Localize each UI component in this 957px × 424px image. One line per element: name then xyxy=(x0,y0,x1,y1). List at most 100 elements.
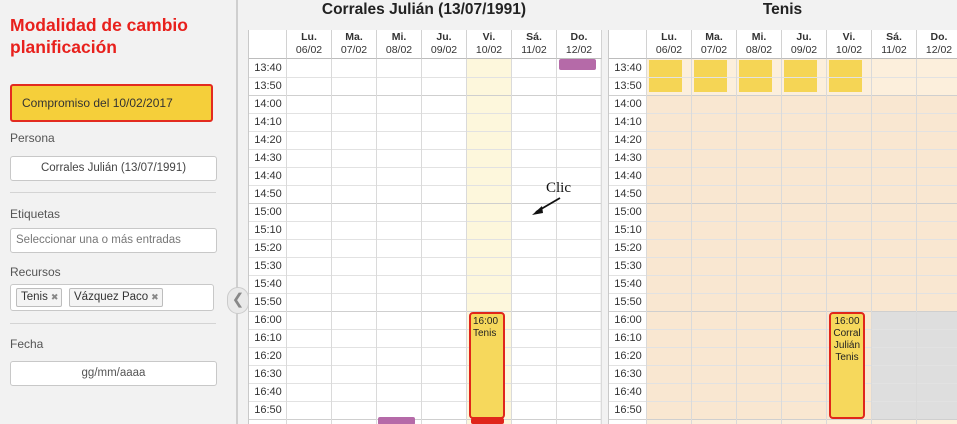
time-label: 13:40 xyxy=(254,62,282,74)
recursos-label: Recursos xyxy=(10,265,61,279)
panel-separator xyxy=(236,0,238,424)
day-date: 10/02 xyxy=(475,44,503,56)
day-date: 06/02 xyxy=(655,44,683,56)
day-header: Sá. 11/02 xyxy=(512,30,557,59)
annotation-text: Clic xyxy=(546,180,571,196)
booked-slot[interactable] xyxy=(694,60,727,92)
day-of-week: Ma. xyxy=(345,31,363,43)
event-block[interactable] xyxy=(378,417,415,424)
time-label: 13:40 xyxy=(614,62,642,74)
row-line xyxy=(609,365,957,366)
booked-slot[interactable] xyxy=(739,60,772,92)
day-header: Sá. 11/02 xyxy=(872,30,917,59)
day-date: 11/02 xyxy=(521,44,547,56)
day-header: Ma. 07/02 xyxy=(692,30,737,59)
calendar-grid[interactable]: Lu. 06/02 Ma. 07/02 Mi. 08/02 Ju. 09/02 Vi. 10/02… xyxy=(608,30,957,424)
calendar-grid[interactable]: Lu. 06/02 Ma. 07/02 Mi. 08/02 Ju. 09/02 Vi. 10/02… xyxy=(248,30,602,424)
day-of-week: Lu. xyxy=(661,31,677,43)
column-line xyxy=(556,59,557,424)
day-of-week: Sá. xyxy=(526,31,542,43)
day-header: Do. 12/02 xyxy=(917,30,957,59)
row-line xyxy=(249,149,602,150)
time-label: 14:10 xyxy=(254,116,282,128)
booked-slot[interactable] xyxy=(649,60,682,92)
event-text: Tenis xyxy=(835,352,859,363)
time-label: 16:20 xyxy=(254,350,282,362)
column-line xyxy=(331,59,332,424)
row-line xyxy=(249,401,602,402)
column-line xyxy=(781,59,782,424)
time-label: 14:40 xyxy=(254,170,282,182)
day-date: 08/02 xyxy=(385,44,413,56)
calendar-title: Tenis xyxy=(762,1,803,18)
event-text: Corral xyxy=(833,328,861,339)
column-line xyxy=(871,59,872,424)
time-label: 14:30 xyxy=(254,152,282,164)
time-label: 16:20 xyxy=(614,350,642,362)
remove-tag-icon[interactable]: ✖ xyxy=(50,292,59,302)
time-label: 16:10 xyxy=(254,332,282,344)
day-of-week: Mi. xyxy=(391,31,407,43)
fecha-input[interactable]: gg/mm/aaaa xyxy=(10,361,217,386)
day-of-week: Vi. xyxy=(482,31,496,43)
row-line xyxy=(249,95,602,96)
time-label: 16:00 xyxy=(254,314,282,326)
panel-title: Modalidad de cambio planificación xyxy=(10,15,188,57)
time-label: 14:00 xyxy=(254,98,282,110)
time-header xyxy=(609,30,647,59)
row-line xyxy=(249,131,602,132)
row-line xyxy=(609,329,957,330)
day-header: Ju. 09/02 xyxy=(422,30,467,59)
row-line xyxy=(609,203,957,204)
column-line xyxy=(646,59,647,424)
row-line xyxy=(609,347,957,348)
commitment-card[interactable]: Compromiso del 10/02/2017 xyxy=(10,84,213,122)
booked-slot[interactable] xyxy=(829,60,862,92)
column-line xyxy=(511,59,512,424)
tenis-event[interactable]: 16:00 Corral Julián Tenis xyxy=(829,312,865,419)
day-date: 08/02 xyxy=(745,44,773,56)
row-line xyxy=(249,203,602,204)
time-label: 14:30 xyxy=(614,152,642,164)
calendar-title: Corrales Julián (13/07/1991) xyxy=(321,1,527,18)
time-label: 15:40 xyxy=(614,278,642,290)
etiquetas-input[interactable]: Seleccionar una o más entradas xyxy=(10,228,217,253)
day-header: Mi. 08/02 xyxy=(377,30,422,59)
resource-tag: Vázquez Paco ✖ xyxy=(69,288,163,307)
day-of-week: Ma. xyxy=(705,31,723,43)
time-label: 15:20 xyxy=(614,242,642,254)
row-line xyxy=(609,167,957,168)
persona-field[interactable]: Corrales Julián (13/07/1991) xyxy=(10,156,217,181)
time-header xyxy=(249,30,287,59)
column-line xyxy=(916,59,917,424)
persona-label: Persona xyxy=(10,131,55,145)
row-line xyxy=(609,239,957,240)
row-line xyxy=(249,77,602,78)
event-block[interactable] xyxy=(471,418,504,424)
day-header: Ju. 09/02 xyxy=(782,30,827,59)
event-text: 16:00 xyxy=(834,316,860,327)
row-line xyxy=(249,419,602,420)
time-label: 16:30 xyxy=(614,368,642,380)
time-label: 15:00 xyxy=(614,206,642,218)
row-line xyxy=(249,167,602,168)
recursos-tag-input[interactable]: Tenis ✖ Vázquez Paco ✖ xyxy=(10,284,214,311)
resource-tag: Tenis ✖ xyxy=(16,288,63,307)
row-line xyxy=(249,347,602,348)
remove-tag-icon[interactable]: ✖ xyxy=(151,292,159,302)
time-label: 15:30 xyxy=(614,260,642,272)
day-date: 06/02 xyxy=(295,44,323,56)
tenis-event[interactable]: 16:00 Tenis xyxy=(469,312,505,419)
etiquetas-label: Etiquetas xyxy=(10,207,61,221)
day-header: Lu. 06/02 xyxy=(647,30,692,59)
row-line xyxy=(609,311,957,312)
event-text: Julián xyxy=(833,340,861,351)
booked-slot[interactable] xyxy=(784,60,817,92)
time-label: 16:50 xyxy=(254,404,282,416)
collapse-panel-icon[interactable]: ❮ xyxy=(227,287,249,314)
time-label: 15:40 xyxy=(254,278,282,290)
time-label: 14:50 xyxy=(254,188,282,200)
event-block[interactable] xyxy=(559,59,596,70)
event-title: Tenis xyxy=(473,328,497,339)
